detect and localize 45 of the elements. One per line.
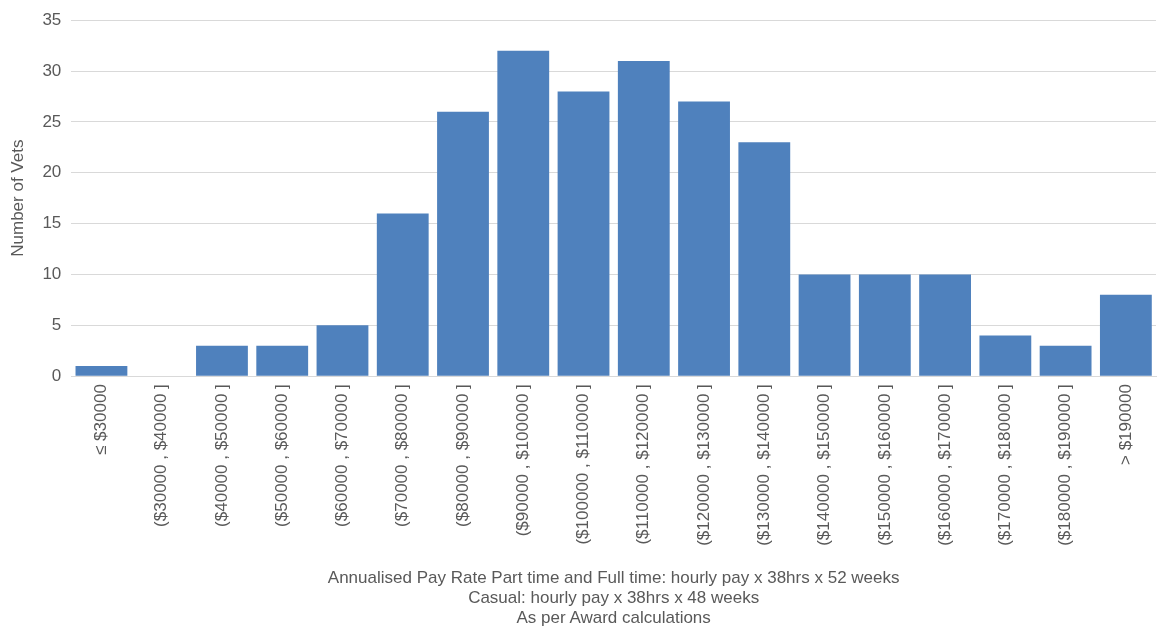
y-tick-label: 5 bbox=[51, 315, 62, 334]
bar bbox=[557, 91, 610, 376]
x-tick-label: ($60000 , $70000 ] bbox=[332, 384, 352, 527]
y-tick-label: 30 bbox=[42, 60, 62, 80]
x-tick-label: > $190000 bbox=[1115, 384, 1135, 465]
y-tick-label: 0 bbox=[51, 365, 62, 385]
bar bbox=[256, 345, 309, 376]
x-tick-label: ($120000 , $130000 ] bbox=[693, 384, 713, 546]
x-tick-label: ($140000 , $150000 ] bbox=[814, 384, 834, 546]
bar bbox=[196, 345, 248, 376]
x-tick-label: ($150000 , $160000 ] bbox=[874, 384, 894, 546]
y-tick-label: 35 bbox=[42, 9, 62, 29]
x-tick-label: ($170000 , $180000 ] bbox=[995, 384, 1015, 546]
y-axis-title: Number of Vets bbox=[7, 139, 27, 257]
bar bbox=[979, 335, 1032, 376]
x-tick-label: ≤ $30000 bbox=[91, 384, 111, 455]
bar bbox=[316, 325, 369, 376]
y-tick-label: 10 bbox=[42, 264, 62, 284]
y-tick-label: 15 bbox=[42, 213, 62, 233]
bar bbox=[617, 60, 670, 376]
x-tick-label: ($160000 , $170000 ] bbox=[934, 384, 954, 546]
bar bbox=[919, 274, 971, 376]
x-tick-label: ($180000 , $190000 ] bbox=[1055, 384, 1075, 546]
x-tick-label: ($40000 , $50000 ] bbox=[211, 384, 231, 527]
bar bbox=[376, 213, 429, 376]
bar bbox=[678, 101, 730, 376]
x-tick-label: ($130000 , $140000 ] bbox=[753, 384, 773, 546]
x-tick-label: ($70000 , $80000 ] bbox=[392, 384, 412, 527]
x-tick-label: ($50000 , $60000 ] bbox=[271, 384, 291, 527]
bar bbox=[798, 274, 851, 376]
bar bbox=[858, 274, 911, 376]
bar bbox=[497, 50, 550, 376]
bar bbox=[738, 142, 791, 376]
bar bbox=[75, 365, 128, 376]
x-tick-label: ($80000 , $90000 ] bbox=[452, 384, 472, 527]
y-tick-label: 20 bbox=[42, 162, 62, 182]
x-tick-label: ($90000 , $100000 ] bbox=[512, 384, 532, 537]
bar bbox=[1039, 345, 1092, 376]
bar bbox=[437, 111, 489, 376]
y-tick-label: 25 bbox=[42, 111, 62, 131]
x-tick-label: ($100000 , $110000 ] bbox=[573, 384, 593, 545]
x-tick-label: ($110000 , $120000 ] bbox=[633, 384, 653, 545]
x-axis-title: Annualised Pay Rate Part time and Full time: hourly pay x 38hrs x 52 weeks Casual: hourly pay x 38hrs x 48 weeks As per Award calculations bbox=[327, 567, 900, 628]
bar bbox=[1099, 294, 1152, 376]
x-tick-label: ($30000 , $40000 ] bbox=[151, 384, 171, 527]
